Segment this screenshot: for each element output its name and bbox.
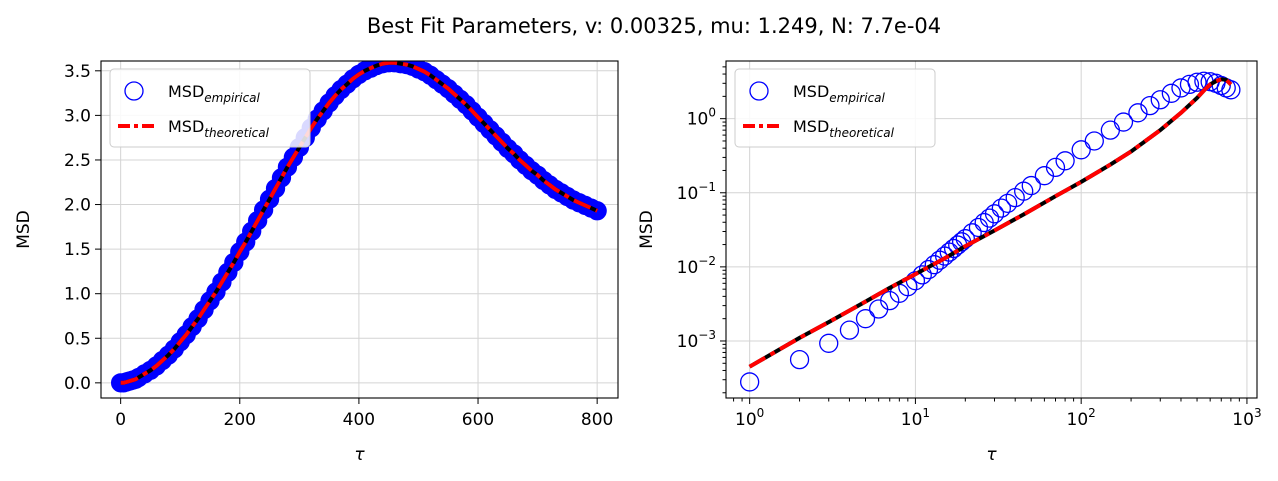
data-point xyxy=(880,291,900,311)
axes-frame xyxy=(100,60,619,399)
x-ticks: 0 200 400 600 800 xyxy=(115,398,613,430)
data-point xyxy=(789,349,810,370)
x-tick-label: 200 xyxy=(224,410,256,430)
data-point xyxy=(855,309,876,329)
data-point xyxy=(739,372,760,392)
x-tick-label: 101 xyxy=(901,406,930,430)
data-point xyxy=(1221,80,1241,100)
data-point xyxy=(1021,175,1041,196)
y-tick-label: 0.0 xyxy=(64,374,91,394)
y-tick-label: 10−2 xyxy=(677,254,716,278)
x-tick-label: 103 xyxy=(1232,406,1261,430)
series-theoretical xyxy=(748,77,1233,369)
x-tick-label: 0 xyxy=(115,410,126,430)
legend-label: MSDtheoretical xyxy=(793,117,895,140)
data-point xyxy=(1014,181,1034,201)
y-tick-label: 10−1 xyxy=(677,180,716,204)
x-ticks: 100 101 102 103 xyxy=(735,398,1262,430)
data-point xyxy=(979,208,1000,228)
y-tick-label: 0.5 xyxy=(64,329,91,349)
legend: MSDempirical MSDtheoretical xyxy=(109,68,311,148)
data-point xyxy=(839,320,860,340)
x-axis-label: τ xyxy=(354,445,365,465)
x-axis-label: τ xyxy=(986,445,997,465)
figure-suptitle: Best Fit Parameters, v: 0.00325, mu: 1.2… xyxy=(367,14,941,38)
y-tick-label: 3.0 xyxy=(64,106,91,126)
x-tick-label: 400 xyxy=(343,410,375,430)
legend-box xyxy=(109,68,311,148)
y-tick-label: 1.5 xyxy=(64,240,91,260)
x-tick-label: 100 xyxy=(735,406,764,430)
data-point xyxy=(997,193,1018,213)
data-point xyxy=(929,250,950,270)
y-tick-label: 1.0 xyxy=(64,285,91,305)
y-axis-label: MSD xyxy=(14,210,34,249)
data-point xyxy=(1161,83,1182,103)
x-tick-label: 800 xyxy=(581,410,613,430)
x-tick-label: 600 xyxy=(462,410,494,430)
data-point xyxy=(1100,120,1121,140)
data-point xyxy=(1071,140,1091,160)
minor-ticks xyxy=(722,66,1240,402)
legend-marker xyxy=(749,81,769,101)
y-tick-label: 2.5 xyxy=(64,151,91,171)
data-point xyxy=(1128,103,1148,123)
data-point xyxy=(1113,112,1134,132)
y-tick-label: 3.5 xyxy=(64,62,91,82)
y-axis-label: MSD xyxy=(637,210,657,249)
data-point xyxy=(984,204,1005,224)
legend: MSDempirical MSDtheoretical xyxy=(734,68,936,148)
legend-label: MSDempirical xyxy=(793,82,886,105)
data-point xyxy=(991,198,1012,218)
series-theoretical xyxy=(120,61,599,385)
data-point xyxy=(1084,131,1104,151)
y-tick-label: 2.0 xyxy=(64,196,91,216)
data-point xyxy=(1187,72,1207,92)
subplot-linear: 0 200 400 600 800 0.0 0.5 1.0 1.5 2.0 2.5 3.0 3.5 τ MS… xyxy=(14,60,619,465)
data-point xyxy=(1179,74,1200,95)
data-point xyxy=(1045,157,1066,178)
y-ticks: 10−3 10−2 10−1 100 xyxy=(677,106,726,352)
data-point xyxy=(1150,90,1170,110)
y-ticks: 0.0 0.5 1.0 1.5 2.0 2.5 3.0 3.5 xyxy=(64,62,101,394)
data-point xyxy=(819,333,839,353)
legend-marker xyxy=(124,81,144,101)
data-point xyxy=(1140,95,1160,116)
y-tick-label: 10−3 xyxy=(677,328,716,352)
legend-box xyxy=(734,68,936,148)
plot-area xyxy=(739,71,1241,392)
subplot-loglog: 100 101 102 103 10−3 10−2 10−1 100 τ MSD MSDempiri… xyxy=(637,60,1262,465)
y-tick-label: 100 xyxy=(687,106,716,130)
data-point xyxy=(1055,151,1075,171)
axes-frame xyxy=(725,60,1258,399)
x-tick-label: 102 xyxy=(1067,406,1096,430)
legend-label: MSDempirical xyxy=(168,82,261,105)
legend-label: MSDtheoretical xyxy=(168,117,270,140)
